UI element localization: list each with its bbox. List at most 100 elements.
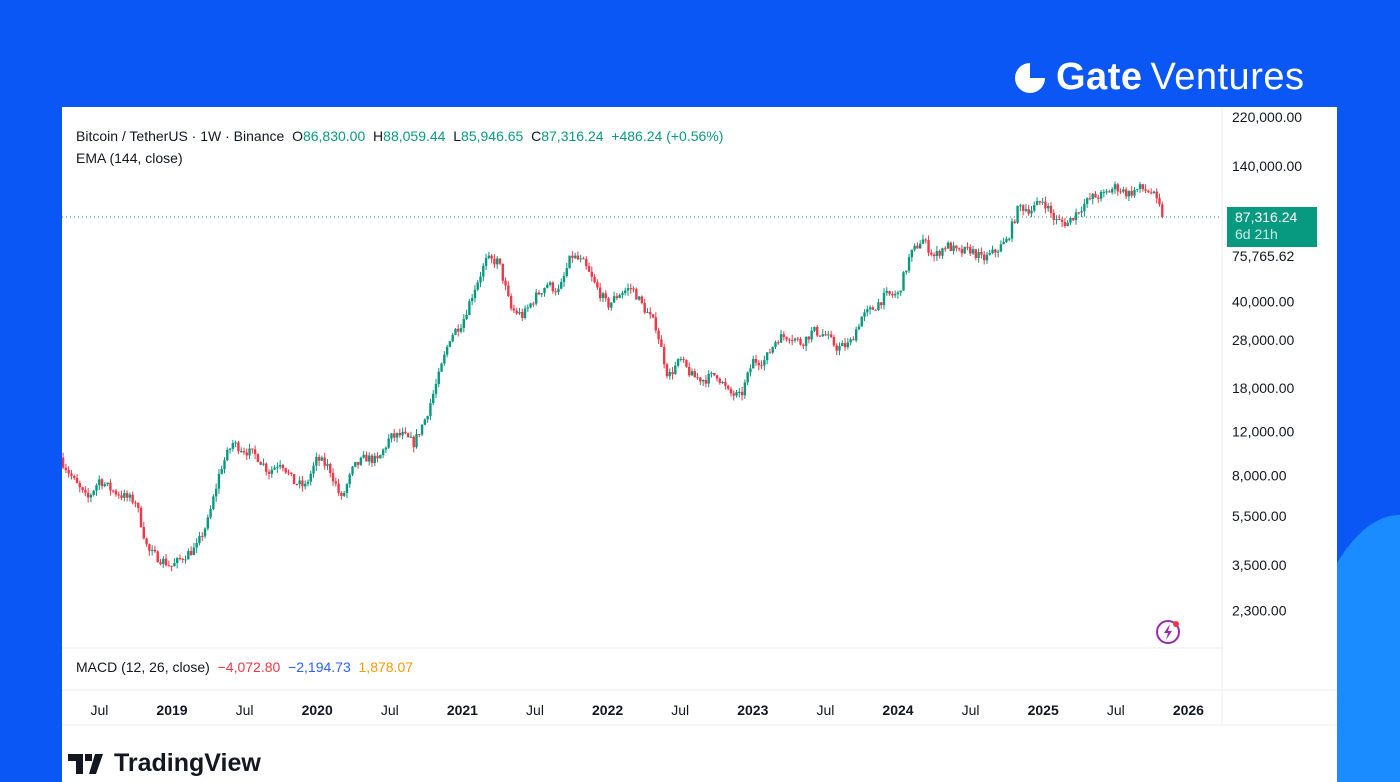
y-tick-label: 18,000.00 [1232, 380, 1294, 396]
candle-body [804, 336, 808, 346]
candle-body [662, 346, 666, 365]
candle-body [646, 312, 649, 314]
candle-body [487, 255, 491, 258]
candle-body [1088, 198, 1092, 200]
candle-body [585, 258, 588, 267]
candle-body [868, 307, 872, 310]
candle-body [376, 455, 379, 459]
candle-body [345, 484, 349, 494]
candle-body [323, 457, 326, 466]
candle-body [498, 258, 502, 264]
candle-body [779, 334, 783, 343]
candle-body [445, 346, 449, 355]
candle-body [273, 467, 276, 470]
candle-body [1091, 193, 1094, 199]
candle-body [276, 466, 279, 468]
candle-body [763, 360, 766, 366]
candle-body [1113, 184, 1117, 190]
candle-body [955, 245, 958, 249]
candle-body [1152, 191, 1156, 193]
candle-body [835, 345, 838, 351]
candle-body [671, 372, 674, 375]
candle-body [871, 307, 875, 310]
candle-body [86, 492, 90, 498]
candle-body [674, 365, 677, 375]
x-tick-label: 2025 [1028, 702, 1059, 718]
candle-body [437, 371, 440, 384]
candle-body [406, 433, 410, 438]
candle-body [409, 436, 413, 438]
candle-body [89, 494, 93, 498]
tradingview-chart-panel[interactable]: 220,000.00 140,000.00 40,000.00 28,000.00 18… [62, 107, 1337, 782]
candle-body [637, 296, 641, 300]
candle-body [935, 250, 939, 257]
candle-body [732, 393, 735, 396]
candle-body [404, 431, 407, 434]
candle-body [393, 433, 396, 438]
candle-body [565, 268, 568, 277]
y-tick-label: 140,000.00 [1232, 158, 1302, 174]
candle-body [504, 280, 507, 286]
ema-legend: EMA (144, close) [76, 150, 183, 166]
x-tick-label: 2019 [156, 702, 187, 718]
candle-body [629, 288, 632, 290]
candle-body [632, 288, 635, 290]
candle-body [551, 282, 555, 292]
candle-body [1161, 204, 1164, 218]
candle-body [1110, 189, 1114, 193]
candle-body [501, 263, 504, 281]
candle-body [440, 363, 443, 372]
candle-body [217, 473, 221, 489]
candle-body [214, 488, 218, 497]
candle-body [807, 336, 811, 340]
candle-body [1108, 191, 1111, 193]
candle-body [1077, 212, 1081, 214]
candle-body [451, 334, 454, 342]
candle-body [490, 255, 493, 259]
macd-title: MACD (12, 26, close) [76, 659, 210, 675]
candle-body [832, 337, 836, 346]
candle-body [704, 380, 708, 384]
price-chart[interactable]: 220,000.00 140,000.00 40,000.00 28,000.00 18… [62, 107, 1337, 782]
candle-body [231, 443, 235, 449]
candle-body [1005, 238, 1008, 242]
candle-body [1063, 221, 1067, 227]
candle-body [718, 378, 722, 383]
candle-body [459, 327, 463, 332]
candle-body [749, 368, 752, 373]
x-tick-label: Jul [90, 702, 108, 718]
candle-body [946, 242, 950, 249]
x-tick-label: Jul [526, 702, 544, 718]
candle-body [902, 272, 905, 291]
candle-body [788, 339, 791, 341]
candle-body [381, 449, 385, 456]
candle-body [857, 326, 861, 330]
candle-body [526, 307, 530, 309]
candle-body [618, 294, 621, 298]
y-tick-label: 2,300.00 [1232, 602, 1287, 618]
candle-body [203, 528, 207, 537]
x-tick-label: 2024 [882, 702, 913, 718]
candle-body [226, 449, 229, 461]
candle-body [568, 255, 571, 269]
candle-body [610, 302, 613, 308]
candle-body [387, 438, 390, 448]
candle-body [198, 535, 201, 543]
x-tick-label: Jul [816, 702, 834, 718]
candle-body [429, 403, 432, 417]
candle-body [64, 467, 68, 471]
candle-body [660, 339, 663, 347]
candle-body [401, 431, 404, 436]
candle-body [206, 517, 210, 529]
candle-body [573, 255, 577, 258]
candle-body [688, 366, 691, 376]
candle-body [1105, 191, 1108, 193]
candle-body [334, 481, 338, 484]
candle-body [885, 291, 888, 293]
candle-body [1058, 219, 1061, 221]
candle-body [1158, 198, 1161, 205]
y-tick-label: 5,500.00 [1232, 508, 1287, 524]
candle-body [793, 338, 797, 341]
candle-body [81, 487, 84, 490]
candle-body [512, 308, 516, 311]
